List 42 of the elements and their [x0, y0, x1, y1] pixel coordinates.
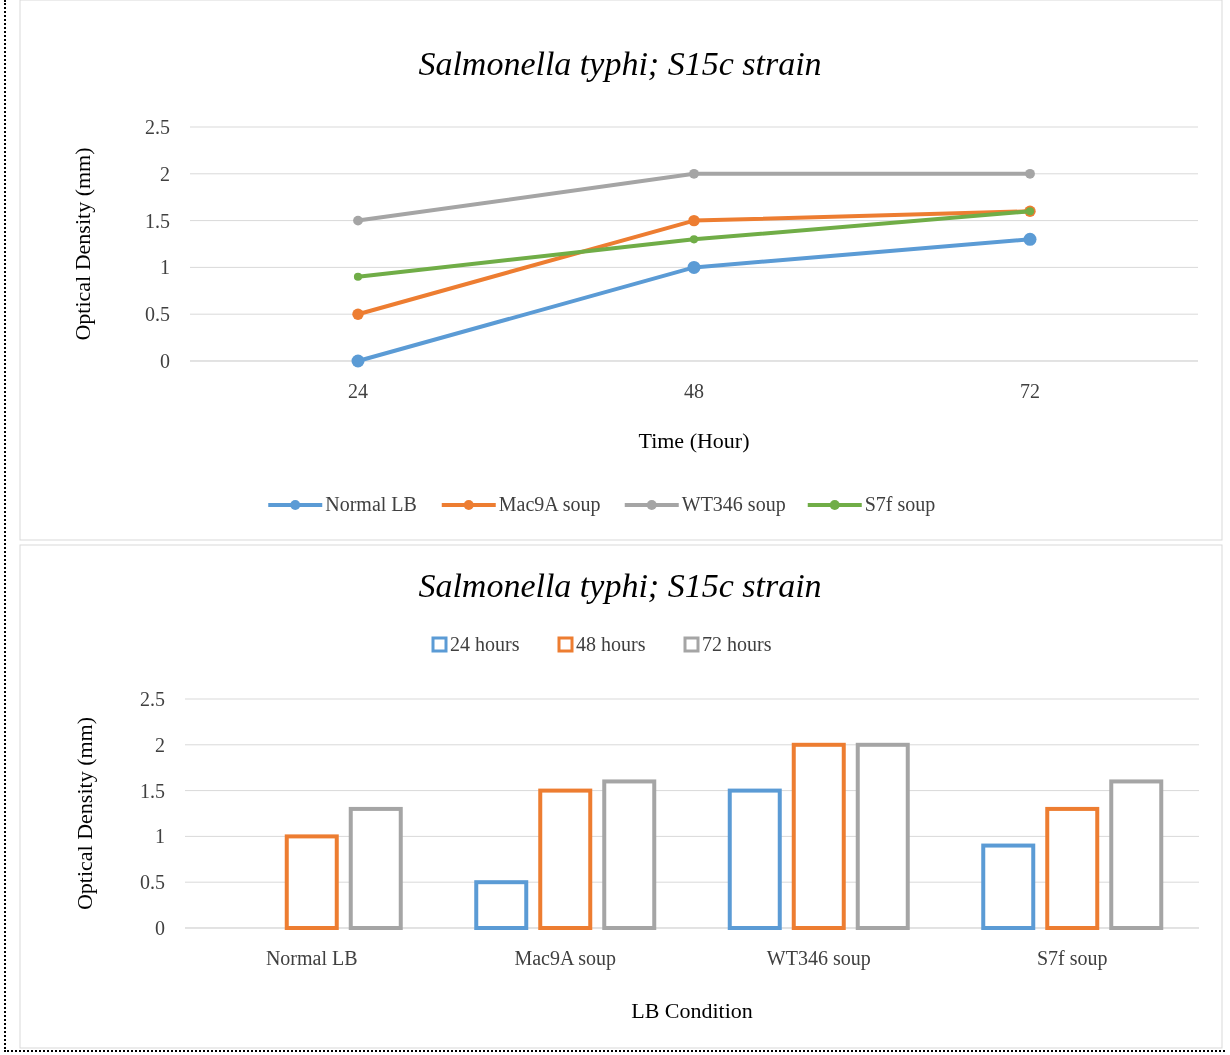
point — [687, 260, 701, 274]
y-tick-label: 2 — [160, 162, 170, 185]
x-tick-label: S7f soup — [1036, 947, 1108, 970]
point — [689, 235, 699, 244]
point — [352, 308, 364, 320]
point — [351, 354, 365, 368]
y-tick-label: 1.5 — [140, 779, 165, 802]
y-tick-label: 2.5 — [140, 688, 165, 710]
point — [1023, 232, 1037, 246]
x-tick-label: 24 — [348, 380, 368, 402]
x-tick-label: Normal LB — [265, 947, 358, 969]
chart-title: Salmonella typhi; S15c strain — [418, 567, 822, 604]
y-tick-label: 2 — [155, 733, 165, 756]
legend-label: 48 hours — [576, 633, 646, 655]
y-axis-title: Optical Density (mm) — [72, 716, 97, 911]
chart-title: Salmonella typhi; S15c strain — [418, 45, 822, 82]
legend-label: 72 hours — [702, 633, 772, 655]
y-tick-label: 0.5 — [145, 303, 170, 326]
x-tick-label: WT346 soup — [766, 947, 871, 970]
legend-label: Normal LB — [325, 493, 417, 515]
x-tick-label: 72 — [1020, 380, 1040, 402]
legend-label: WT346 soup — [681, 493, 786, 516]
y-axis-title: Optical Density (mm) — [70, 147, 95, 341]
y-tick-label: 1.5 — [145, 209, 170, 232]
legend-label: S7f soup — [864, 493, 936, 516]
point — [353, 272, 363, 281]
x-tick-label: Mac9A soup — [514, 947, 617, 970]
y-tick-label: 0 — [155, 917, 165, 939]
y-tick-label: 0 — [160, 350, 170, 372]
y-tick-label: 1 — [155, 825, 165, 848]
x-tick-label: 48 — [684, 380, 704, 402]
point — [353, 215, 363, 226]
x-axis-title: Time (Hour) — [638, 428, 750, 453]
y-tick-label: 0.5 — [140, 871, 165, 894]
point — [1025, 168, 1035, 179]
x-axis-title: LB Condition — [631, 998, 753, 1023]
legend-label: 24 hours — [450, 633, 520, 655]
legend-label: Mac9A soup — [498, 493, 601, 516]
y-tick-label: 1 — [160, 256, 170, 279]
point — [688, 214, 700, 227]
y-tick-label: 2.5 — [145, 116, 170, 138]
point — [689, 168, 699, 179]
